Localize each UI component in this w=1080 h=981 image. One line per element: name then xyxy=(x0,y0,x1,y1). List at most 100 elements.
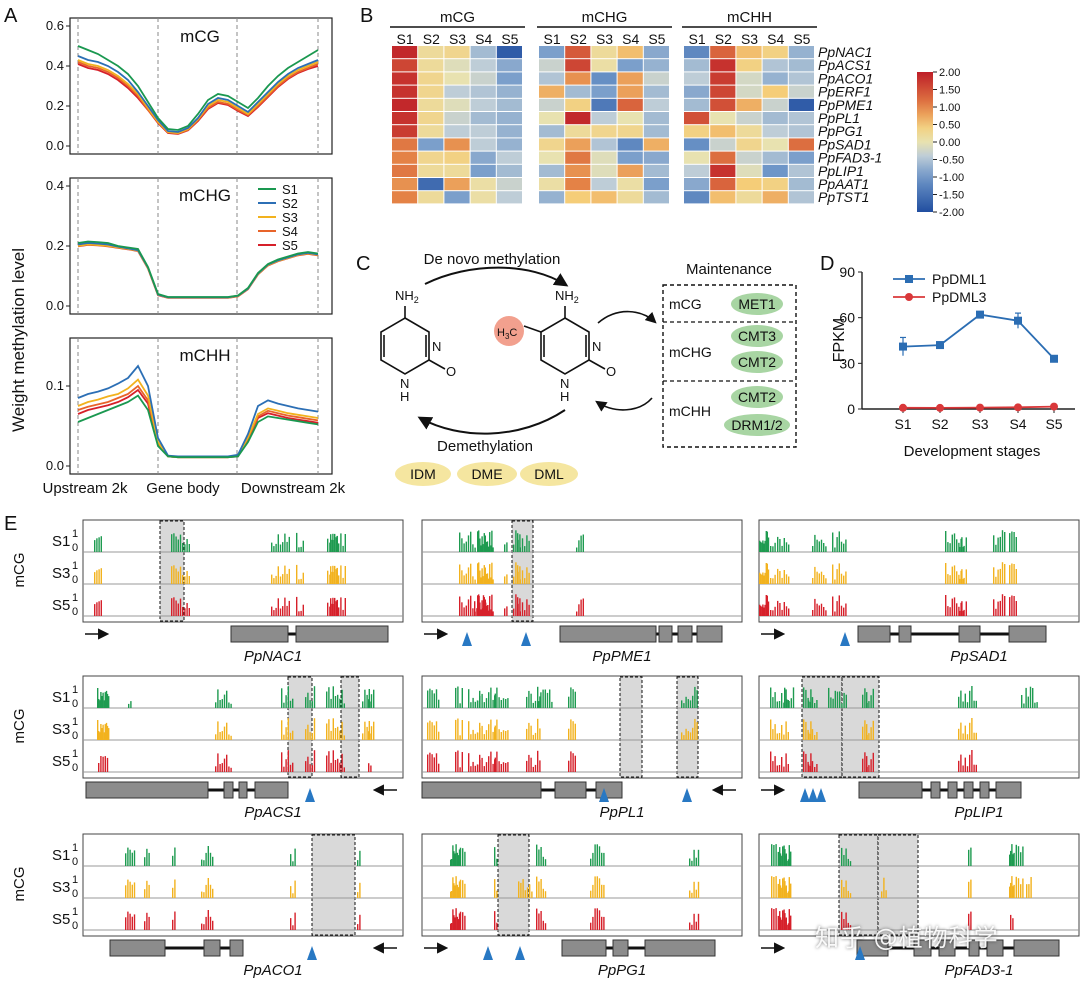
methylation-bar xyxy=(131,852,133,866)
methylation-bar xyxy=(313,750,316,772)
ytick-label: 0.0 xyxy=(46,298,64,313)
methylation-bar xyxy=(103,732,105,740)
d-xtick-label: S1 xyxy=(894,416,911,432)
methylation-bar xyxy=(331,603,333,616)
heatmap-cell xyxy=(591,151,617,164)
ytick-label: 0.4 xyxy=(46,58,64,73)
methylation-bar xyxy=(338,575,340,584)
methylation-bar xyxy=(98,763,100,772)
methylation-bar xyxy=(580,535,582,552)
methylation-bar xyxy=(783,917,785,930)
methylation-bar xyxy=(284,597,286,616)
methylation-bar xyxy=(226,754,228,772)
methylation-bar xyxy=(788,544,790,552)
methylation-bar xyxy=(999,568,1001,584)
methylation-bar xyxy=(505,763,507,772)
methylation-bar xyxy=(524,890,526,898)
gene-exon xyxy=(85,781,209,799)
e-tick-1: 1 xyxy=(72,560,78,572)
methylation-bar xyxy=(526,567,528,584)
methylation-bar xyxy=(485,602,487,616)
methylation-bar xyxy=(370,726,373,740)
heatmap-cell xyxy=(392,191,418,204)
methylation-bar xyxy=(455,844,457,866)
methylation-bar xyxy=(282,542,284,552)
methylation-bar xyxy=(461,720,463,740)
methylation-bar xyxy=(962,733,964,740)
methylation-bar xyxy=(450,859,452,866)
methylation-bar xyxy=(485,541,488,552)
methylation-bar xyxy=(281,720,283,740)
methylation-bar xyxy=(841,879,843,898)
methylation-bar xyxy=(770,578,772,584)
methylation-bar xyxy=(368,721,370,740)
methylation-bar xyxy=(454,885,456,898)
methylation-bar xyxy=(843,919,845,930)
subplot-title: mCHG xyxy=(179,186,231,205)
methylation-bar xyxy=(498,697,500,708)
methylation-bar xyxy=(97,688,99,708)
methylation-bar xyxy=(947,542,949,552)
methylation-bar xyxy=(98,731,100,740)
methylation-bar xyxy=(532,702,534,708)
e-tick-0: 0 xyxy=(72,606,78,618)
gene-label-PpSAD1: PpSAD1 xyxy=(818,136,872,152)
heatmap-cell xyxy=(591,46,617,59)
blue-arrowhead xyxy=(855,946,865,960)
gene-exon xyxy=(238,781,248,799)
methylation-bar xyxy=(287,750,289,772)
heatmap-cell xyxy=(710,164,736,177)
heatmap-cell xyxy=(470,85,496,98)
methylation-bar xyxy=(357,924,359,930)
methylation-bar xyxy=(470,734,472,740)
methylation-bar xyxy=(212,888,214,898)
methylation-bar xyxy=(1013,852,1015,866)
methylation-bar xyxy=(781,725,783,740)
heatmap-cell xyxy=(392,138,418,151)
methylation-bar xyxy=(841,847,843,866)
methylation-bar xyxy=(477,531,479,552)
methylation-bar xyxy=(292,893,294,898)
e-ylabel: mCG xyxy=(11,709,28,744)
heatmap-cell xyxy=(643,98,669,111)
methylation-bar xyxy=(840,605,843,616)
methylation-bar xyxy=(228,702,230,708)
methylation-bar xyxy=(456,884,458,898)
methylation-bar xyxy=(294,912,296,930)
methylation-bar xyxy=(965,569,967,584)
enzyme-cmt2b: CMT2 xyxy=(738,389,776,405)
heatmap-cell xyxy=(496,72,522,85)
methylation-bar xyxy=(94,540,96,552)
gene-exon xyxy=(595,781,623,799)
e-tick-1: 1 xyxy=(72,716,78,728)
methylation-bar xyxy=(273,610,275,616)
methylation-bar xyxy=(975,700,977,708)
heatmap-cell xyxy=(710,151,736,164)
methylation-bar xyxy=(286,605,288,616)
maintenance-arrow-out xyxy=(595,397,653,412)
methylation-bar xyxy=(965,537,967,552)
methylation-bar xyxy=(578,604,580,616)
methylation-bar xyxy=(330,730,332,740)
heatmap-cell xyxy=(684,85,710,98)
methylation-bar xyxy=(105,722,108,740)
heatmap-cell xyxy=(565,164,591,177)
methylation-bar xyxy=(594,908,596,930)
methylation-bar xyxy=(760,541,762,552)
heatmap-context-mCHH: mCHH xyxy=(727,9,772,26)
methylation-bar xyxy=(847,858,849,866)
d-legend-dml1: PpDML1 xyxy=(932,271,987,287)
methylation-bar xyxy=(336,599,338,616)
methylation-bar xyxy=(870,727,872,740)
methylation-bar xyxy=(340,533,342,552)
methylation-bar xyxy=(692,695,694,708)
ytick-label: 0.6 xyxy=(46,18,64,33)
d-point-PpDML3 xyxy=(899,403,907,412)
methylation-bar xyxy=(969,754,971,772)
methylation-bar xyxy=(816,764,818,772)
methylation-bar xyxy=(485,573,488,584)
methylation-bar xyxy=(524,578,526,584)
methylation-bar xyxy=(760,605,762,616)
methylation-bar xyxy=(468,753,470,772)
methylation-bar xyxy=(965,601,967,616)
